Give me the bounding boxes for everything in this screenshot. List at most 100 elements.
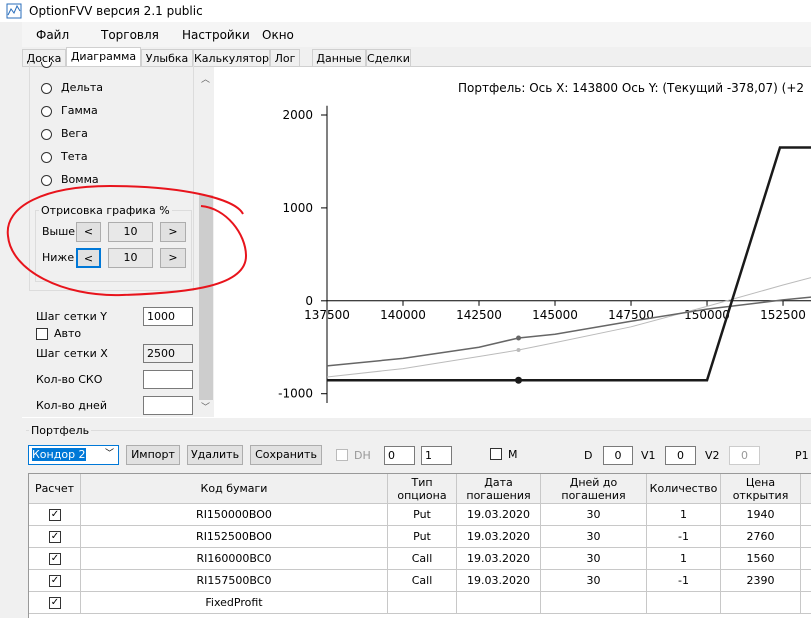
label: Кол-во дней — [36, 399, 107, 412]
table-cell — [801, 548, 811, 570]
tab[interactable]: Сделки — [366, 49, 411, 66]
table-cell: 2760 — [721, 526, 801, 548]
radio[interactable] — [41, 83, 52, 94]
select-value: Кондор 2 — [32, 448, 86, 461]
table-cell: -1 — [647, 570, 721, 592]
menu-item[interactable]: Настройки — [182, 28, 250, 42]
table-cell: 30 — [541, 548, 647, 570]
scrollbar-thumb[interactable] — [199, 195, 213, 400]
days-input[interactable] — [143, 396, 193, 415]
table-cell — [801, 570, 811, 592]
button[interactable]: < — [76, 222, 101, 242]
row-checkbox[interactable]: ✓ — [49, 597, 61, 609]
table-cell: -1 — [647, 526, 721, 548]
label: Авто — [54, 327, 82, 340]
menu-item[interactable]: Торговля — [101, 28, 159, 42]
column-header: Количество — [647, 474, 721, 504]
grid-y-input[interactable]: 1000 — [143, 307, 193, 326]
grid-x-input[interactable]: 2500 — [143, 344, 193, 363]
table-cell: 2390 — [721, 570, 801, 592]
portfolio-select[interactable]: Кондор 2 ﹀ — [28, 445, 119, 465]
spinner[interactable]: 1 — [421, 446, 452, 465]
input[interactable]: 10 — [108, 222, 153, 242]
y-tick-label: -1000 — [278, 387, 313, 401]
sko-input[interactable] — [143, 370, 193, 389]
table-cell: Put — [388, 526, 457, 548]
input[interactable]: 10 — [108, 248, 153, 268]
auto-checkbox[interactable] — [36, 328, 48, 340]
dh-checkbox[interactable] — [336, 449, 348, 461]
button[interactable]: Удалить — [187, 445, 243, 465]
spinner[interactable]: 0 — [384, 446, 415, 465]
table-cell: Call — [388, 570, 457, 592]
table-cell — [801, 474, 811, 504]
table-cell: 19.03.2020 — [457, 504, 541, 526]
tab[interactable]: Лог — [270, 49, 300, 66]
radio[interactable] — [41, 175, 52, 186]
d-input[interactable]: 0 — [603, 446, 633, 465]
app-icon — [6, 3, 22, 19]
v2-input[interactable]: 0 — [729, 446, 760, 465]
button[interactable]: Импорт — [126, 445, 180, 465]
tab[interactable]: Калькулятор — [193, 49, 270, 66]
tab[interactable]: Доска — [22, 49, 66, 66]
radio-label: Гамма — [61, 104, 98, 117]
menu-item[interactable]: Файл — [36, 28, 70, 42]
table-cell — [541, 592, 647, 614]
radio[interactable] — [41, 152, 52, 163]
table-cell: ✓ — [29, 592, 81, 614]
table-cell: 19.03.2020 — [457, 526, 541, 548]
row-checkbox[interactable]: ✓ — [49, 575, 61, 587]
column-header: Тип опциона — [388, 474, 457, 504]
table-cell: RI157500BC0 — [81, 570, 388, 592]
button[interactable]: > — [160, 222, 186, 242]
row-checkbox[interactable]: ✓ — [49, 531, 61, 543]
radio-label: Тета — [61, 150, 88, 163]
table-cell: 30 — [541, 570, 647, 592]
button[interactable]: < — [76, 248, 101, 268]
column-header: Дата погашения — [457, 474, 541, 504]
x-tick-label: 140000 — [380, 308, 426, 322]
group-title: Отрисовка графика % — [39, 204, 172, 217]
tab[interactable]: Данные — [312, 49, 366, 66]
scroll-down[interactable]: ﹀ — [201, 403, 211, 413]
series-line — [327, 146, 811, 382]
button[interactable]: > — [160, 248, 186, 268]
v1-input[interactable]: 0 — [665, 446, 696, 465]
tab-selected[interactable]: Диаграмма — [66, 47, 141, 67]
group-box — [35, 210, 192, 282]
scroll-up[interactable]: ︿ — [201, 75, 211, 85]
label: DH — [354, 449, 371, 462]
x-tick-label: 137500 — [304, 308, 350, 322]
chart-header: Портфель: Ось X: 143800 Ось Y: (Текущий … — [458, 81, 805, 95]
series-line — [326, 296, 811, 367]
button[interactable]: Сохранить — [250, 445, 322, 465]
table-cell: 19.03.2020 — [457, 570, 541, 592]
table-cell: RI152500BO0 — [81, 526, 388, 548]
m-checkbox[interactable] — [490, 448, 502, 460]
table-cell: ✓ — [29, 548, 81, 570]
radio[interactable] — [41, 129, 52, 140]
x-tick-label: 145000 — [532, 308, 578, 322]
table-cell: 30 — [541, 504, 647, 526]
label: Выше — [42, 225, 76, 238]
label: M — [508, 448, 518, 461]
tab[interactable]: Улыбка — [141, 49, 193, 66]
radio-label: Вега — [61, 127, 88, 140]
series-line — [326, 277, 811, 378]
table-cell: FixedProfit — [81, 592, 388, 614]
table-cell — [721, 592, 801, 614]
table-cell: 1 — [647, 548, 721, 570]
radio[interactable] — [41, 106, 52, 117]
label: Кол-во СКО — [36, 373, 103, 386]
y-tick-label: 0 — [305, 294, 313, 308]
row-checkbox[interactable]: ✓ — [49, 553, 61, 565]
row-checkbox[interactable]: ✓ — [49, 509, 61, 521]
label: V2 — [705, 449, 720, 462]
menu-item[interactable]: Окно — [262, 28, 294, 42]
label: D — [584, 449, 593, 462]
column-header: Дней до погашения — [541, 474, 647, 504]
table-cell — [457, 592, 541, 614]
table-cell — [647, 592, 721, 614]
